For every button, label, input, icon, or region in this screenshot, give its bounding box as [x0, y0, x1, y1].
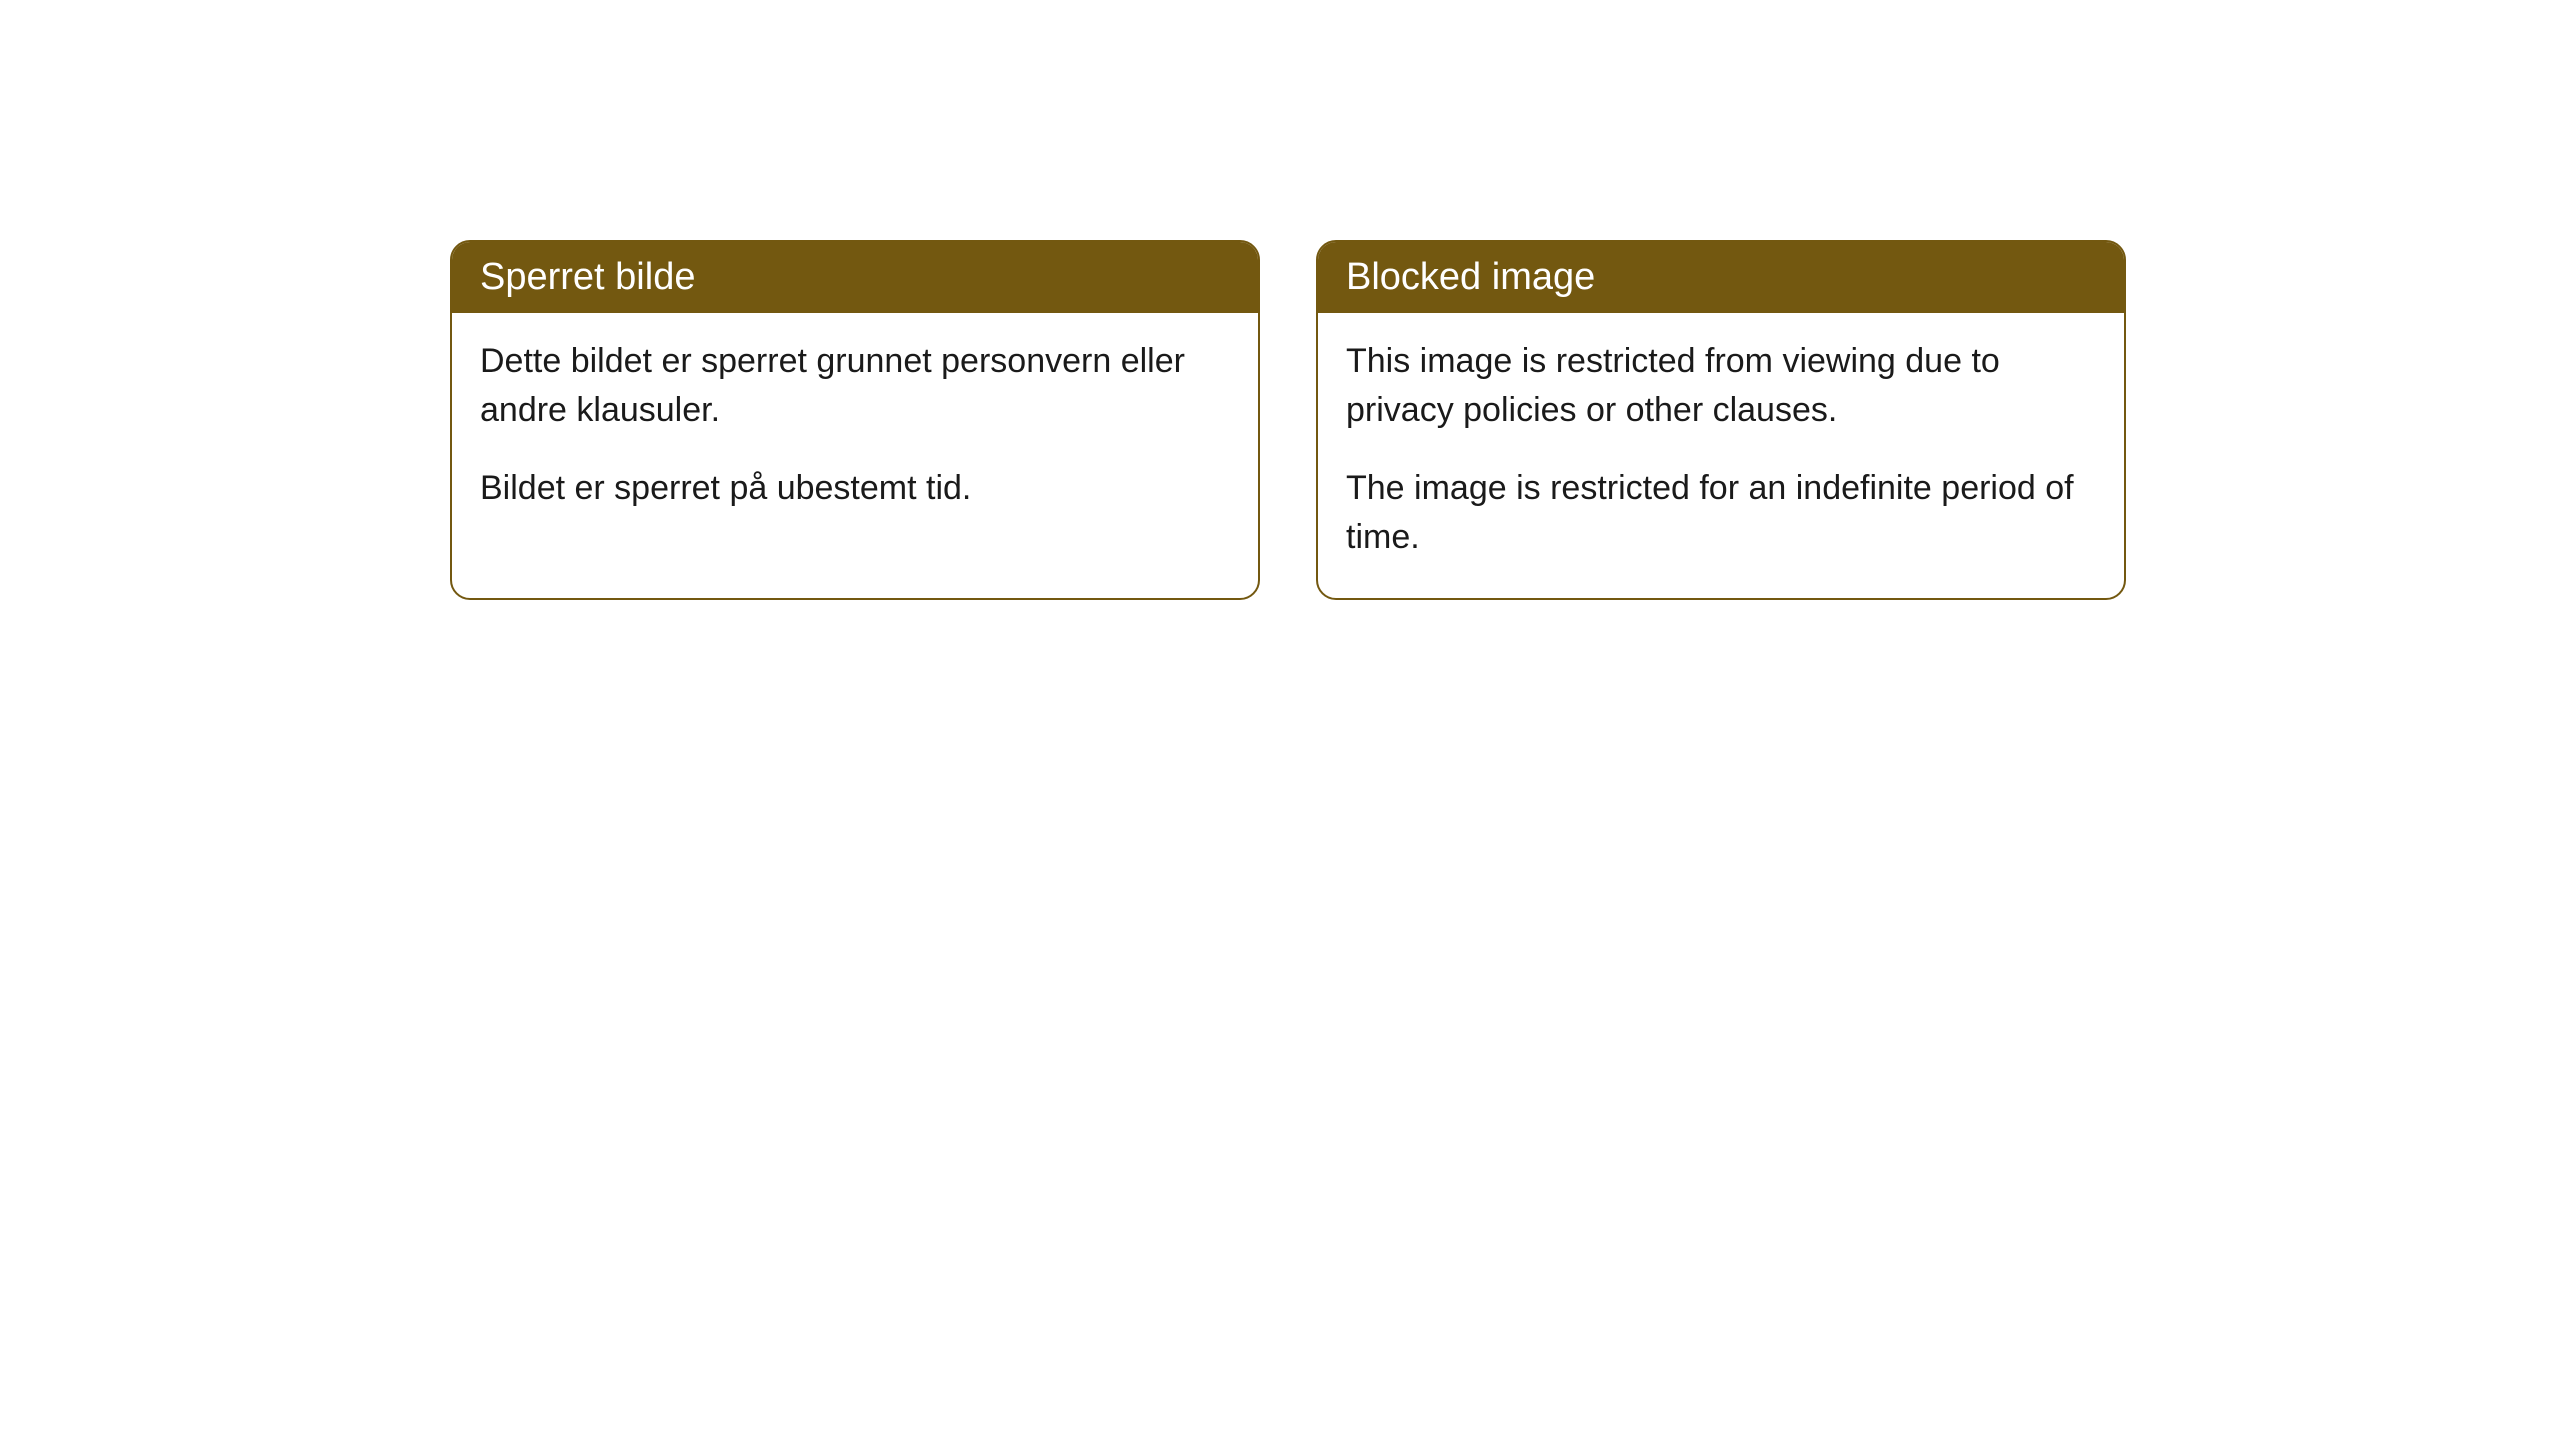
card-paragraph-1-norwegian: Dette bildet er sperret grunnet personve… — [480, 337, 1230, 436]
card-paragraph-2-norwegian: Bildet er sperret på ubestemt tid. — [480, 464, 1230, 513]
card-title-norwegian: Sperret bilde — [480, 256, 695, 298]
card-body-english: This image is restricted from viewing du… — [1318, 313, 2124, 598]
blocked-image-card-norwegian: Sperret bilde Dette bildet er sperret gr… — [450, 240, 1260, 600]
card-header-norwegian: Sperret bilde — [452, 242, 1258, 313]
card-body-norwegian: Dette bildet er sperret grunnet personve… — [452, 313, 1258, 549]
card-title-english: Blocked image — [1346, 256, 1595, 298]
card-header-english: Blocked image — [1318, 242, 2124, 313]
blocked-image-card-english: Blocked image This image is restricted f… — [1316, 240, 2126, 600]
notice-cards-container: Sperret bilde Dette bildet er sperret gr… — [450, 240, 2560, 600]
card-paragraph-2-english: The image is restricted for an indefinit… — [1346, 464, 2096, 563]
card-paragraph-1-english: This image is restricted from viewing du… — [1346, 337, 2096, 436]
